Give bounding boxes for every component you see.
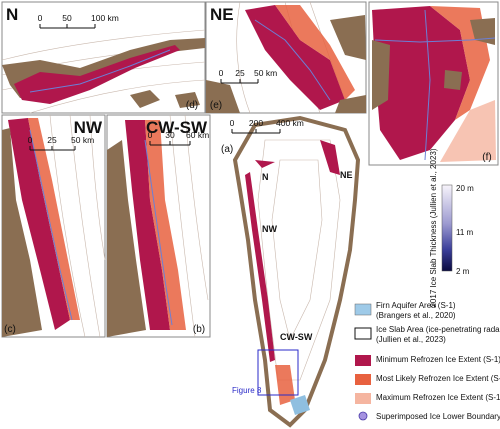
panel-letter: (f) [482, 152, 491, 163]
overview-map [232, 115, 361, 428]
scale-label: 400 km [276, 118, 304, 128]
scale-label: 25 [235, 68, 245, 78]
colorbar [441, 184, 453, 272]
legend-swatches [354, 303, 372, 421]
legend-label: Ice Slab Area (ice-penetrating radar) [376, 325, 500, 334]
scale-label: 50 km [71, 135, 94, 145]
scale-label: 25 [47, 135, 57, 145]
region-label: N [6, 5, 18, 24]
colorbar-tick: 20 m [456, 184, 474, 193]
scale-label: 30 [165, 130, 175, 140]
scale-label: 100 km [91, 13, 119, 23]
panel-letter: (a) [221, 144, 233, 155]
region-label: NW [262, 224, 277, 234]
legend-label: Most Likely Refrozen Ice Extent (S-1) [376, 374, 500, 383]
panel-letter: (c) [4, 324, 16, 335]
panel-d [1, 1, 206, 114]
legend-label: Firn Aquifer Area (S-1) [376, 301, 456, 310]
panel-letter: (d) [186, 100, 198, 111]
legend-label: Minimum Refrozen Ice Extent (S-1) [376, 355, 500, 364]
region-label: N [262, 172, 269, 182]
region-label: NE [340, 170, 353, 180]
scale-label: 60 km [186, 130, 209, 140]
panel-letter: (e) [210, 100, 222, 111]
scale-label: 0 [28, 135, 33, 145]
panel-b [106, 114, 211, 338]
scale-label: 0 [219, 68, 224, 78]
colorbar-tick: 2 m [456, 267, 470, 276]
legend-label: Maximum Refrozen Ice Extent (S-1) [376, 393, 500, 402]
region-label: NW [74, 118, 103, 137]
region-label: CW-SW [146, 118, 208, 137]
panel-letter: (b) [193, 324, 205, 335]
legend-label: (Jullien et al., 2023) [376, 335, 446, 344]
scale-label: 0 [230, 118, 235, 128]
scale-label: 0 [38, 13, 43, 23]
legend-label: Superimposed Ice Lower Boundary [376, 412, 500, 421]
panel-c [1, 114, 106, 338]
scale-label: 0 [148, 130, 153, 140]
colorbar-tick: 11 m [456, 228, 474, 237]
panel-e [205, 1, 367, 114]
scale-label: 50 [62, 13, 72, 23]
scale-label: 50 km [254, 68, 277, 78]
region-label: CW-SW [280, 332, 313, 342]
scale-label: 200 [249, 118, 263, 128]
panel-f [368, 1, 499, 166]
scale-bars [29, 24, 281, 151]
region-label: NE [210, 5, 234, 24]
inset-label: Figure 8 [232, 386, 262, 395]
colorbar-title: 2017 Ice Slab Thickness (Jullien et al.,… [429, 148, 438, 307]
legend-label: (Brangers et al., 2020) [376, 311, 456, 320]
